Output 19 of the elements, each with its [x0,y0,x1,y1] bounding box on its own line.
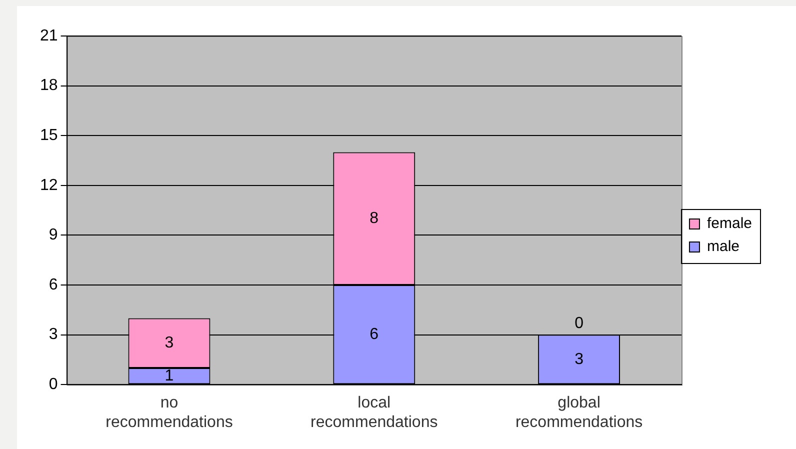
data-label: 0 [574,315,584,332]
y-tick-label: 15 [40,127,58,144]
y-tick-label: 12 [40,176,58,194]
data-label: 3 [574,350,584,368]
data-label: 3 [164,334,174,352]
y-tick-label: 6 [48,276,58,294]
legend-label: male [706,238,740,256]
x-tick-label: no recommendations [106,394,233,431]
legend-label: female [706,215,752,232]
y-tick-label: 3 [48,326,58,344]
x-tick-label: global recommendations [515,394,643,431]
y-tick-label: 21 [40,27,58,44]
y-tick-label: 0 [48,376,58,394]
data-label: 1 [164,367,174,384]
x-tick-label: local recommendations [310,394,438,431]
y-tick-label: 9 [48,226,58,244]
data-label: 6 [370,326,379,343]
y-tick-label: 18 [40,77,58,94]
data-label: 8 [370,210,379,228]
